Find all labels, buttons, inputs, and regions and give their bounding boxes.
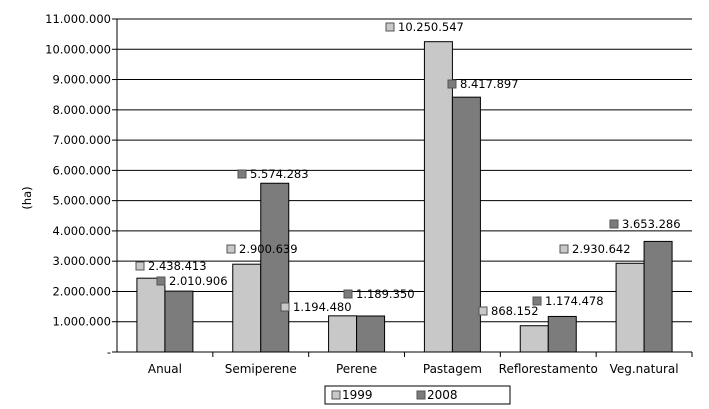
bar-2008 [451,96,481,353]
data-label: 2.010.906 [169,274,228,288]
y-tick-label: 3.000.000 [52,254,111,268]
y-tick-label: 2.000.000 [52,284,111,298]
legend-swatch [331,390,341,400]
legend: 1999 2008 [324,385,511,405]
bar-2008 [164,290,194,353]
y-tick-label: 5.000.000 [52,194,111,208]
legend-swatch [416,390,426,400]
data-label-marker [478,306,488,316]
bar-2008 [260,182,290,353]
y-tick-label: 1.000.000 [52,315,111,329]
y-tick-label: 11.000.000 [45,12,111,26]
data-label-marker [156,276,166,286]
data-label: 10.250.547 [398,20,464,34]
category-label: Reflorestamento [499,362,598,376]
data-label: 2.900.639 [239,242,298,256]
y-tick-label: 9.000.000 [52,73,111,87]
bar-2008 [547,315,577,353]
y-tick-label: 4.000.000 [52,224,111,238]
data-label: 5.574.283 [250,167,309,181]
gridlines [117,18,692,323]
y-axis-ticks: - 1.000.000 2.000.000 3.000.000 4.000.000 5.0… [45,12,117,359]
category-label: Semiperene [225,362,297,376]
data-label-marker [532,296,542,306]
y-tick-label: 8.000.000 [52,103,111,117]
bar-1999 [423,41,453,353]
data-label-marker [343,289,353,299]
data-label: 2.930.642 [572,242,631,256]
category-label: Veg.natural [610,362,679,376]
data-label: 2.438.413 [148,259,207,273]
category-label: Anual [148,362,182,376]
bar-1999 [328,315,358,353]
data-label-marker [447,79,457,89]
y-tick-label: 6.000.000 [52,163,111,177]
data-label-marker [609,219,619,229]
data-label: 8.417.897 [460,77,519,91]
legend-label: 1999 [342,388,373,402]
y-tick-label: 10.000.000 [45,42,111,56]
y-tick-label: 7.000.000 [52,133,111,147]
bar-1999 [232,263,262,353]
data-label-marker [280,302,290,312]
legend-label: 2008 [427,388,458,402]
data-label: 1.194.480 [293,300,352,314]
data-label: 3.653.286 [622,217,681,231]
bar-1999 [519,325,549,353]
y-tick-label: - [107,345,111,359]
data-label: 1.174.478 [545,294,604,308]
data-label: 868.152 [491,304,539,318]
data-label-marker [135,261,145,271]
data-label-marker [237,169,247,179]
bar-2008 [643,240,673,353]
category-label: Pastagem [423,362,482,376]
data-label-marker [385,22,395,32]
category-label: Perene [336,362,377,376]
category-labels: Anual Semiperene Perene Pastagem Reflorestam… [148,362,679,376]
data-label-marker [226,244,236,254]
bar-1999 [615,262,645,353]
bars [136,41,673,353]
bar-2008 [356,315,386,353]
data-label: 1.189.350 [356,287,415,301]
bar-1999 [136,277,166,353]
data-label-marker [559,244,569,254]
y-axis-label: (ha) [20,186,34,209]
axes [116,19,693,357]
